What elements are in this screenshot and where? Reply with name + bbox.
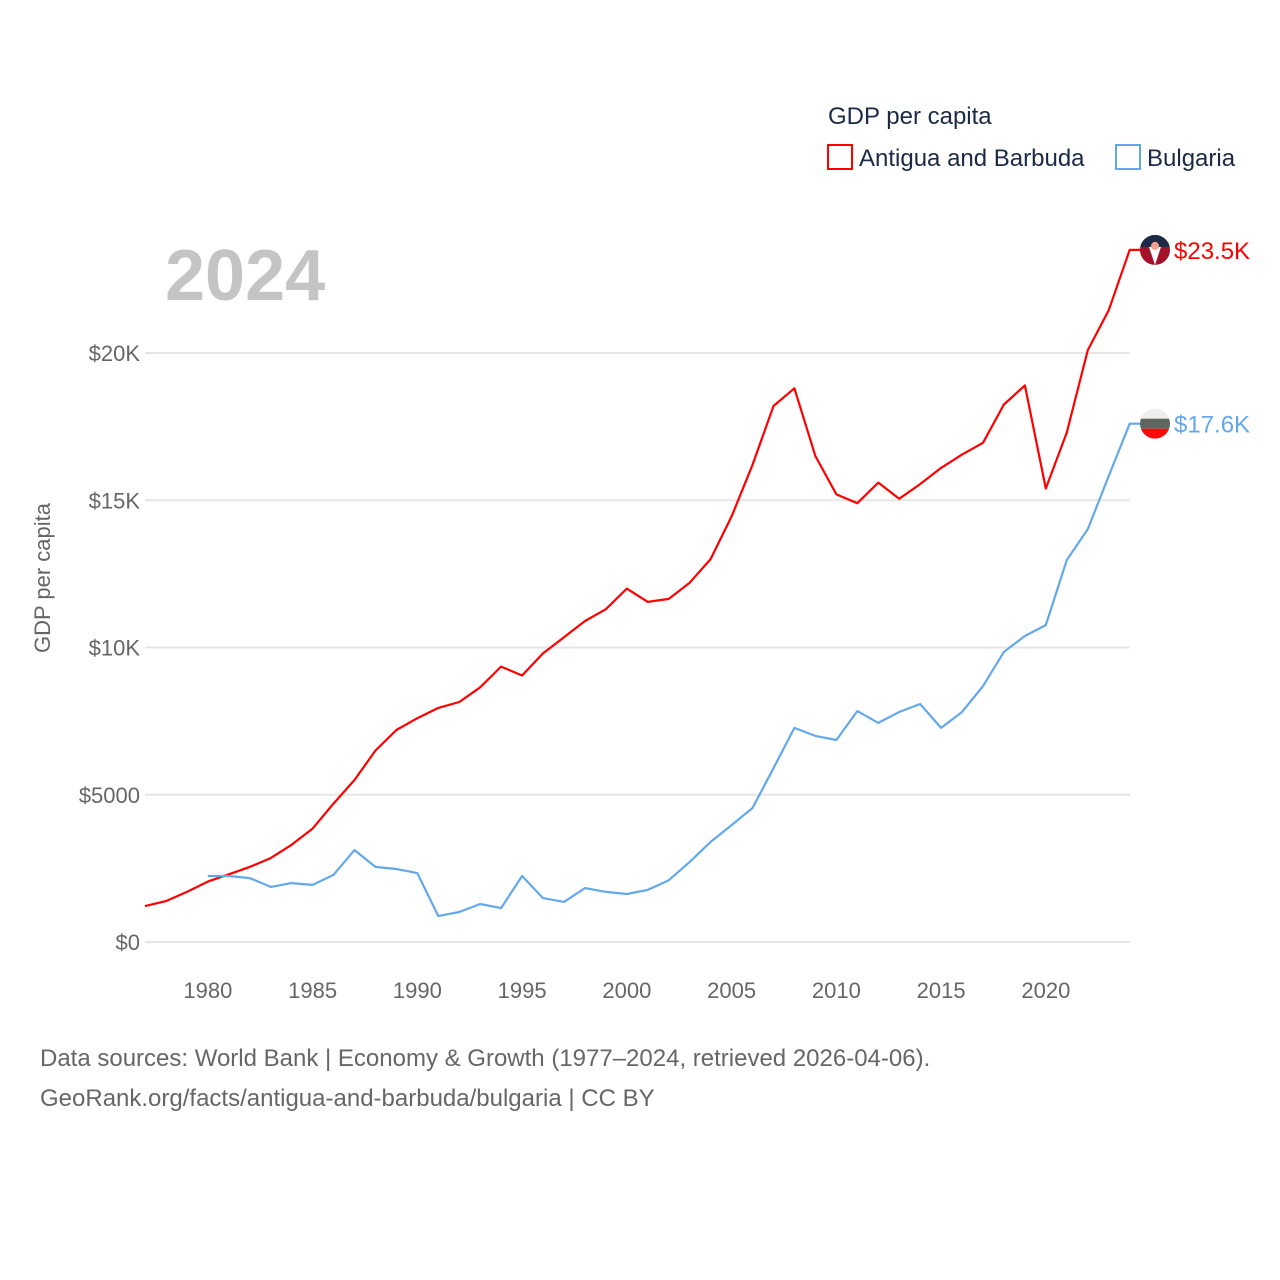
grid-lines: [145, 352, 1130, 943]
series-lines: [144, 248, 1142, 918]
footer-sources: Data sources: World Bank | Economy & Gro…: [40, 1045, 931, 1072]
legend-swatch-bulgaria: [1115, 144, 1141, 170]
legend-title: GDP per capita: [828, 103, 992, 130]
x-tick-label: 2005: [707, 978, 756, 1003]
antigua-flag-icon: [1140, 234, 1170, 265]
legend-label-antigua[interactable]: Antigua and Barbuda: [859, 145, 1085, 172]
x-ticks: 1980 1985 1990 1995 2000 2005 2010 2015 2020: [183, 978, 1070, 1003]
x-tick-label: 2010: [812, 978, 861, 1003]
end-value-label: $17.6K: [1174, 412, 1250, 439]
y-tick-label: $10K: [89, 636, 141, 661]
x-tick-label: 1995: [498, 978, 547, 1003]
x-tick-label: 2020: [1021, 978, 1070, 1003]
footer-url[interactable]: GeoRank.org/facts/antigua-and-barbuda/bu…: [40, 1085, 655, 1112]
legend-label-bulgaria[interactable]: Bulgaria: [1147, 145, 1236, 172]
end-labels: $23.5K $17.6K: [1140, 234, 1250, 439]
y-tick-label: $15K: [89, 488, 141, 513]
legend-swatch-antigua: [827, 144, 853, 170]
x-tick-label: 2015: [917, 978, 966, 1003]
bulgaria-flag-icon: [1140, 408, 1170, 439]
x-tick-label: 1985: [288, 978, 337, 1003]
y-tick-label: $20K: [89, 341, 141, 366]
x-tick-label: 1990: [393, 978, 442, 1003]
series-line-1: [207, 422, 1142, 918]
legend: GDP per capita Antigua and Barbuda Bulga…: [827, 103, 1236, 172]
series-line-0: [144, 248, 1142, 908]
y-tick-label: $0: [116, 930, 140, 955]
end-value-label: $23.5K: [1174, 238, 1250, 265]
y-ticks: $0 $5000 $10K $15K $20K: [79, 341, 141, 955]
x-tick-label: 1980: [183, 978, 232, 1003]
x-tick-label: 2000: [602, 978, 651, 1003]
y-tick-label: $5000: [79, 783, 140, 808]
y-axis-label: GDP per capita: [30, 502, 55, 653]
year-label: 2024: [165, 236, 325, 316]
